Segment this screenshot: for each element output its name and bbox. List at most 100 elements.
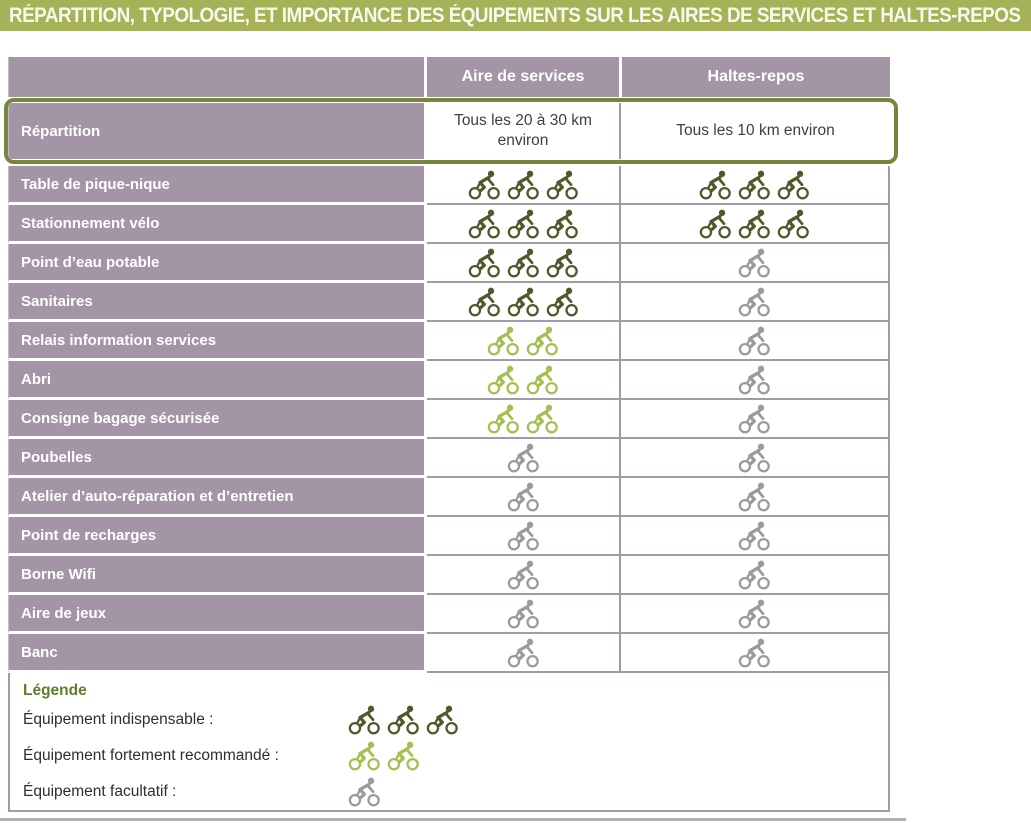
divider [424, 283, 427, 322]
haltes-repos-cell [621, 556, 890, 595]
aire-de-services-cell [427, 283, 619, 322]
divider [424, 595, 427, 634]
divider [424, 634, 427, 673]
haltes-repos-cell [621, 478, 890, 517]
divider [424, 103, 427, 159]
haltes-repos-cell: Tous les 10 km environ [621, 103, 890, 159]
row-label: Borne Wifi [8, 556, 424, 595]
row-label: Poubelles [8, 439, 424, 478]
cyclist-icon [486, 326, 521, 356]
table-row: Abri [8, 361, 890, 400]
divider [619, 595, 621, 634]
aire-de-services-cell [427, 244, 619, 283]
cyclist-icon [776, 170, 811, 200]
legend-title: Légende [23, 682, 87, 699]
header-aire-de-services: Aire de services [427, 57, 619, 97]
cyclist-icon [506, 560, 541, 590]
table-header-row: Aire de services Haltes-repos [8, 57, 890, 97]
legend-item-label: Équipement fortement recommandé : [23, 747, 279, 764]
aire-de-services-cell [427, 361, 619, 400]
haltes-repos-cell [621, 439, 890, 478]
table-row: Atelier d’auto-réparation et d’entretien [8, 478, 890, 517]
table-row: Point d’eau potable [8, 244, 890, 283]
cyclist-icon [737, 209, 772, 239]
haltes-repos-cell [621, 400, 890, 439]
cyclist-icon [545, 287, 580, 317]
row-label: Stationnement vélo [8, 205, 424, 244]
equipment-table: Aire de services Haltes-repos Répartitio… [4, 57, 898, 812]
cyclist-icon [467, 209, 502, 239]
cyclist-icon [737, 638, 772, 668]
row-label: Consigne bagage sécurisée [8, 400, 424, 439]
legend-icons [345, 777, 384, 807]
aire-de-services-cell [427, 556, 619, 595]
cyclist-icon [467, 170, 502, 200]
cyclist-icon [737, 248, 772, 278]
header-haltes-repos: Haltes-repos [622, 57, 890, 97]
table-row: Borne Wifi [8, 556, 890, 595]
haltes-repos-cell [621, 634, 890, 673]
cyclist-icon [545, 248, 580, 278]
cyclist-icon [737, 287, 772, 317]
cyclist-icon [506, 170, 541, 200]
row-label: Point de recharges [8, 517, 424, 556]
bottom-rule [0, 818, 906, 821]
cyclist-icon [425, 705, 460, 735]
cyclist-icon [506, 287, 541, 317]
table-row: Relais information services [8, 322, 890, 361]
equipment-rows: Table de pique-nique Stationnement vélo Po… [8, 166, 890, 673]
cyclist-icon [525, 326, 560, 356]
cyclist-icon [467, 248, 502, 278]
cyclist-icon [386, 705, 421, 735]
haltes-repos-cell [621, 244, 890, 283]
aire-de-services-cell [427, 439, 619, 478]
divider [619, 205, 621, 244]
cyclist-icon [698, 209, 733, 239]
divider [619, 103, 621, 159]
cyclist-icon [737, 365, 772, 395]
divider [619, 57, 622, 97]
aire-de-services-cell [427, 166, 619, 205]
legend-item: Équipement indispensable : [23, 702, 888, 738]
row-label: Aire de jeux [8, 595, 424, 634]
cyclist-icon [347, 705, 382, 735]
table-row: Consigne bagage sécurisée [8, 400, 890, 439]
table-row: Poubelles [8, 439, 890, 478]
divider [424, 478, 427, 517]
legend-item: Équipement fortement recommandé : [23, 738, 888, 774]
row-label: Relais information services [8, 322, 424, 361]
haltes-repos-cell [621, 205, 890, 244]
page-title: RÉPARTITION, TYPOLOGIE, ET IMPORTANCE DE… [9, 3, 1021, 27]
legend-icons [345, 741, 423, 771]
cyclist-icon [347, 741, 382, 771]
cyclist-icon [525, 365, 560, 395]
divider [619, 166, 621, 205]
table-row: Aire de jeux [8, 595, 890, 634]
legend: Légende Équipement indispensable : Équipe… [8, 673, 890, 812]
aire-de-services-cell [427, 517, 619, 556]
cyclist-icon [506, 521, 541, 551]
divider [424, 517, 427, 556]
aire-de-services-cell [427, 205, 619, 244]
cyclist-icon [506, 599, 541, 629]
repartition-row: Répartition Tous les 20 à 30 km environ … [4, 97, 898, 164]
header-empty-cell [8, 57, 424, 97]
divider [619, 634, 621, 673]
legend-items: Équipement indispensable : Équipement for… [23, 702, 888, 810]
row-label: Abri [8, 361, 424, 400]
row-label: Table de pique-nique [8, 166, 424, 205]
cyclist-icon [737, 521, 772, 551]
cyclist-icon [737, 404, 772, 434]
cyclist-icon [545, 209, 580, 239]
table-row: Table de pique-nique [8, 166, 890, 205]
cyclist-icon [737, 443, 772, 473]
divider [424, 556, 427, 595]
cyclist-icon [506, 443, 541, 473]
cyclist-icon [545, 170, 580, 200]
divider [424, 361, 427, 400]
cyclist-icon [737, 326, 772, 356]
haltes-repos-cell [621, 322, 890, 361]
cyclist-icon [776, 209, 811, 239]
row-label: Banc [8, 634, 424, 673]
aire-de-services-cell [427, 478, 619, 517]
